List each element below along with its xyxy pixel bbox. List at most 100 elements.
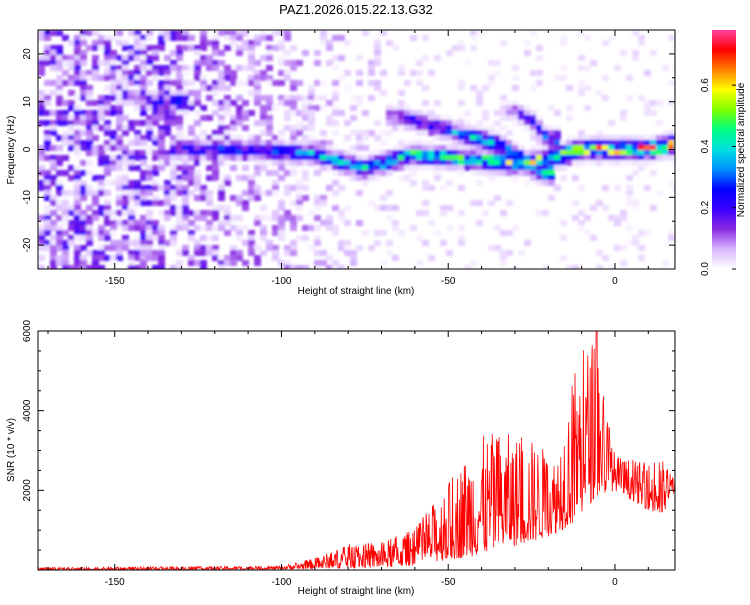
heatmap-cell (566, 115, 573, 121)
heatmap-cell (614, 220, 621, 226)
heatmap-cell (224, 30, 231, 36)
heatmap-cell (542, 210, 549, 216)
heatmap-cell (140, 190, 147, 196)
heatmap-cell (524, 50, 531, 56)
heatmap-cell (314, 165, 321, 171)
heatmap-cell (626, 195, 633, 201)
heatmap-cell (98, 125, 105, 131)
heatmap-cell (266, 50, 273, 56)
heatmap-cell (632, 135, 639, 141)
heatmap-cell (404, 150, 411, 156)
heatmap-cell (320, 40, 327, 46)
heatmap-cell (440, 135, 447, 141)
heatmap-cell (116, 115, 123, 121)
heatmap-cell (62, 260, 69, 266)
heatmap-cell (542, 265, 549, 269)
colorbar-label: Normalized spectral amplitude (736, 82, 747, 217)
heatmap-cell (104, 130, 111, 136)
heatmap-cell (134, 75, 141, 81)
heatmap-cell (122, 145, 129, 151)
heatmap-cell (260, 165, 267, 171)
heatmap-cell (308, 125, 315, 131)
heatmap-cell (146, 235, 153, 241)
heatmap-cell (56, 180, 63, 186)
heatmap-cell (140, 260, 147, 266)
heatmap-cell (338, 75, 345, 81)
heatmap-cell (362, 145, 369, 151)
heatmap-cell (140, 60, 147, 66)
heatmap-cell (44, 190, 51, 196)
heatmap-cell (434, 125, 441, 131)
heatmap-cell (350, 260, 357, 266)
heatmap-cell (302, 50, 309, 56)
heatmap-cell (230, 120, 237, 126)
heatmap-cell (194, 215, 201, 221)
heatmap-cell (140, 185, 147, 191)
heatmap-cell (626, 150, 633, 156)
heatmap-cell (410, 150, 417, 156)
heatmap-cell (38, 105, 45, 111)
heatmap-cell (566, 160, 573, 166)
heatmap-cell (62, 200, 69, 206)
heatmap-cell (176, 140, 183, 146)
heatmap-cell (254, 140, 261, 146)
heatmap-cell (518, 250, 525, 256)
heatmap-cell (86, 30, 93, 36)
heatmap-cell (380, 195, 387, 201)
heatmap-cell (374, 155, 381, 161)
heatmap-cell (38, 55, 45, 61)
heatmap-cell (74, 45, 81, 51)
heatmap-cell (620, 135, 627, 141)
heatmap-cell (38, 230, 45, 236)
heatmap-cell (416, 110, 423, 116)
heatmap-cell (152, 185, 159, 191)
heatmap-cell (272, 190, 279, 196)
heatmap-cell (590, 205, 597, 211)
heatmap-cell (584, 155, 591, 161)
heatmap-cell (86, 45, 93, 51)
heatmap-cell (422, 145, 429, 151)
heatmap-cell (116, 70, 123, 76)
heatmap-cell (638, 140, 645, 146)
heatmap-cell (668, 100, 675, 106)
heatmap-cell (170, 65, 177, 71)
heatmap-cell (338, 150, 345, 156)
heatmap-cell (656, 140, 663, 146)
heatmap-cell (320, 150, 327, 156)
heatmap-cell (632, 160, 639, 166)
heatmap-cell (98, 185, 105, 191)
heatmap-cell (332, 110, 339, 116)
heatmap-cell (302, 105, 309, 111)
heatmap-cell (656, 150, 663, 156)
heatmap-cell (170, 240, 177, 246)
heatmap-cell (308, 100, 315, 106)
heatmap-cell (386, 155, 393, 161)
heatmap-cell (602, 145, 609, 151)
heatmap-cell (596, 250, 603, 256)
heatmap-cell (566, 155, 573, 161)
heatmap-cell (272, 30, 279, 36)
heatmap-cell (164, 240, 171, 246)
heatmap-cell (554, 185, 561, 191)
heatmap-cell (110, 260, 117, 266)
heatmap-cell (302, 150, 309, 156)
heatmap-cell (122, 195, 129, 201)
heatmap-cell (38, 170, 45, 176)
heatmap-cell (206, 115, 213, 121)
heatmap-cell (374, 135, 381, 141)
heatmap-cell (284, 185, 291, 191)
heatmap-cell (332, 165, 339, 171)
heatmap-cell (386, 40, 393, 46)
y-tick-label: 0 (22, 146, 33, 152)
heatmap-cell (590, 160, 597, 166)
heatmap-cell (152, 105, 159, 111)
heatmap-cell (152, 255, 159, 261)
heatmap-cell (398, 110, 405, 116)
heatmap-cell (578, 220, 585, 226)
heatmap-cell (236, 175, 243, 181)
heatmap-cell (308, 155, 315, 161)
heatmap-cell (524, 110, 531, 116)
heatmap-cell (152, 120, 159, 126)
heatmap-cell (218, 145, 225, 151)
heatmap-cell (650, 170, 657, 176)
